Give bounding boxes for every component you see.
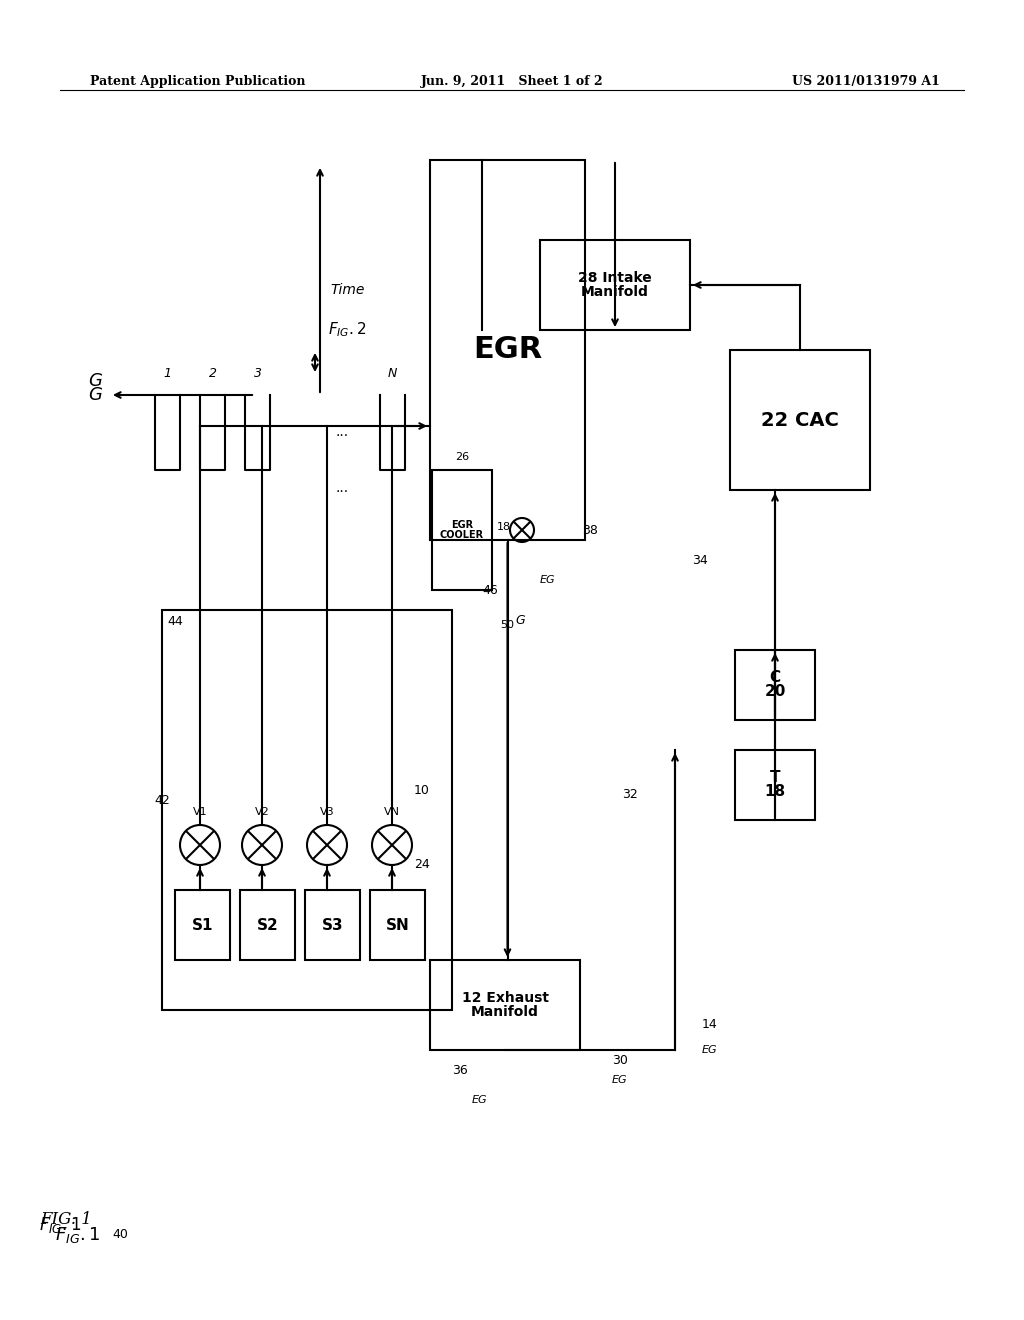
Text: SN: SN — [386, 917, 410, 932]
Text: EG: EG — [612, 1074, 628, 1085]
Bar — [240, 890, 295, 960]
Text: $F_{IG}.2$: $F_{IG}.2$ — [328, 321, 367, 339]
Text: ...: ... — [336, 480, 349, 495]
Text: V1: V1 — [193, 807, 207, 817]
Text: 32: 32 — [623, 788, 638, 801]
Text: $\mathit{F_{IG}.1}$: $\mathit{F_{IG}.1}$ — [55, 1225, 100, 1245]
Bar — [735, 750, 815, 820]
Text: 30: 30 — [612, 1053, 628, 1067]
Bar — [162, 610, 452, 1010]
Text: S3: S3 — [322, 917, 343, 932]
Text: 2: 2 — [209, 367, 216, 380]
Text: EGR: EGR — [473, 335, 542, 364]
Bar — [540, 240, 690, 330]
Text: 38: 38 — [582, 524, 598, 536]
Text: 22 CAC: 22 CAC — [761, 411, 839, 429]
Text: Jun. 9, 2011   Sheet 1 of 2: Jun. 9, 2011 Sheet 1 of 2 — [421, 75, 603, 88]
Text: Patent Application Publication: Patent Application Publication — [90, 75, 305, 88]
Text: Manifold: Manifold — [581, 285, 649, 298]
Text: V2: V2 — [255, 807, 269, 817]
Text: EG: EG — [540, 576, 556, 585]
Text: 10: 10 — [414, 784, 430, 796]
Text: 50: 50 — [500, 620, 514, 630]
Bar — [735, 649, 815, 719]
Text: Manifold: Manifold — [471, 1005, 539, 1019]
Text: ...: ... — [336, 425, 349, 440]
Text: G: G — [88, 385, 102, 404]
Text: EG: EG — [702, 1045, 718, 1055]
Bar — [430, 960, 580, 1049]
Text: S2: S2 — [257, 917, 279, 932]
Text: C: C — [769, 671, 780, 685]
Text: 3: 3 — [254, 367, 261, 380]
Text: G: G — [88, 372, 102, 389]
Bar — [430, 160, 585, 540]
Bar — [432, 470, 492, 590]
Text: 1: 1 — [164, 367, 171, 380]
Text: 18: 18 — [497, 521, 511, 532]
Text: 42: 42 — [155, 793, 170, 807]
Text: EGR: EGR — [451, 520, 473, 531]
Text: 44: 44 — [167, 615, 182, 628]
Text: 24: 24 — [415, 858, 430, 871]
Text: 14: 14 — [702, 1019, 718, 1031]
Bar — [175, 890, 230, 960]
Text: US 2011/0131979 A1: US 2011/0131979 A1 — [793, 75, 940, 88]
Text: G: G — [515, 614, 525, 627]
Text: S1: S1 — [191, 917, 213, 932]
Text: N: N — [388, 367, 397, 380]
Text: 12 Exhaust: 12 Exhaust — [462, 991, 549, 1006]
Text: 40: 40 — [112, 1229, 128, 1242]
Text: COOLER: COOLER — [440, 531, 484, 540]
Text: Time: Time — [330, 282, 365, 297]
Bar — [730, 350, 870, 490]
Text: 18: 18 — [765, 784, 785, 800]
Text: 26: 26 — [455, 451, 469, 462]
Text: 46: 46 — [482, 583, 498, 597]
Text: 34: 34 — [692, 553, 708, 566]
Text: VN: VN — [384, 807, 400, 817]
Text: $F_{IG}.1$: $F_{IG}.1$ — [39, 1214, 81, 1236]
Text: 20: 20 — [764, 685, 785, 700]
Bar — [305, 890, 360, 960]
Text: 28 Intake: 28 Intake — [579, 272, 652, 285]
Text: T: T — [770, 771, 780, 785]
Text: FIG. 1: FIG. 1 — [40, 1212, 92, 1229]
Text: 36: 36 — [453, 1064, 468, 1077]
Text: V3: V3 — [319, 807, 334, 817]
Bar — [370, 890, 425, 960]
Text: EG: EG — [472, 1096, 487, 1105]
